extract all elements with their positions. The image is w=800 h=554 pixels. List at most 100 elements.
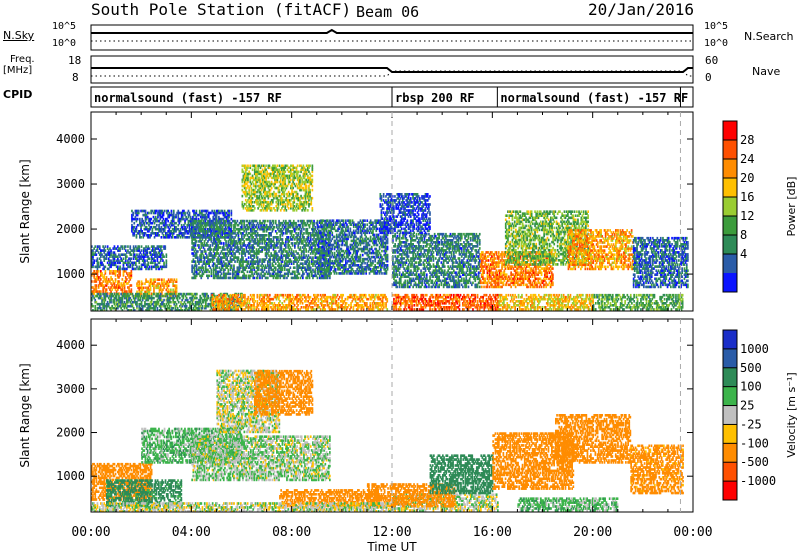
heatmap-cell bbox=[331, 297, 333, 301]
heatmap-cell bbox=[678, 295, 681, 299]
heatmap-cell bbox=[193, 264, 196, 267]
heatmap-cell bbox=[404, 295, 407, 299]
heatmap-cell bbox=[601, 300, 604, 303]
heatmap-cell bbox=[500, 300, 503, 303]
heatmap-cell bbox=[533, 308, 536, 311]
heatmap-cell bbox=[210, 248, 213, 251]
heatmap-cell bbox=[91, 274, 93, 277]
heatmap-cell bbox=[424, 306, 427, 309]
heatmap-cell bbox=[304, 306, 306, 309]
heatmap-cell bbox=[138, 245, 141, 248]
heatmap-cell bbox=[157, 227, 159, 231]
heatmap-cell bbox=[359, 295, 361, 299]
heatmap-cell bbox=[191, 292, 194, 296]
heatmap-cell bbox=[256, 295, 259, 299]
heatmap-cell bbox=[149, 236, 151, 239]
heatmap-cell bbox=[110, 300, 112, 304]
heatmap-cell bbox=[497, 293, 499, 297]
heatmap-cell bbox=[354, 293, 357, 297]
heatmap-cell bbox=[473, 304, 475, 307]
heatmap-cell bbox=[103, 286, 106, 289]
heatmap-cell bbox=[152, 284, 154, 287]
heatmap-cell bbox=[94, 290, 97, 293]
heatmap-cell bbox=[532, 306, 534, 309]
heatmap-cell bbox=[497, 308, 499, 311]
heatmap-cell bbox=[133, 225, 136, 229]
heatmap-cell bbox=[92, 292, 94, 295]
heatmap-cell bbox=[252, 304, 254, 307]
heatmap-cell bbox=[588, 293, 591, 297]
heatmap-cell bbox=[221, 230, 224, 233]
heatmap-cell bbox=[219, 297, 221, 301]
heatmap-cell bbox=[195, 256, 198, 259]
heatmap-cell bbox=[140, 263, 143, 267]
heatmap-cell bbox=[204, 219, 207, 223]
heatmap-cell bbox=[117, 302, 119, 306]
heatmap-cell bbox=[322, 300, 324, 303]
heatmap-cell bbox=[483, 304, 486, 307]
heatmap-cell bbox=[192, 298, 195, 302]
heatmap-cell bbox=[137, 267, 139, 271]
heatmap-cell bbox=[107, 296, 110, 300]
heatmap-cell bbox=[199, 260, 201, 263]
heatmap-cell bbox=[276, 308, 279, 311]
heatmap-cell bbox=[212, 295, 215, 299]
heatmap-cell bbox=[227, 215, 229, 219]
heatmap-cell bbox=[179, 219, 182, 223]
heatmap-cell bbox=[531, 304, 533, 307]
heatmap-cell bbox=[96, 265, 99, 269]
heatmap-cell bbox=[610, 297, 613, 301]
heatmap-cell bbox=[173, 292, 176, 296]
heatmap-cell bbox=[549, 293, 551, 297]
heatmap-cell bbox=[207, 302, 209, 306]
heatmap-cell bbox=[118, 270, 120, 273]
heatmap-cell bbox=[279, 300, 281, 303]
heatmap-cell bbox=[262, 295, 264, 299]
heatmap-cell bbox=[161, 209, 164, 213]
heatmap-cell bbox=[128, 274, 130, 277]
heatmap-cell bbox=[222, 213, 225, 217]
heatmap-cell bbox=[551, 300, 554, 303]
heatmap-cell bbox=[448, 293, 451, 297]
heatmap-cell bbox=[202, 272, 205, 276]
heatmap-cell bbox=[399, 297, 402, 301]
heatmap-cell bbox=[465, 295, 468, 299]
heatmap-cell bbox=[527, 297, 530, 301]
heatmap-cell bbox=[263, 293, 265, 297]
heatmap-cell bbox=[662, 293, 665, 297]
heatmap-cell bbox=[237, 308, 240, 311]
heatmap-cell bbox=[593, 293, 596, 297]
heatmap-cell bbox=[326, 295, 329, 299]
heatmap-cell bbox=[215, 248, 217, 251]
heatmap-cell bbox=[327, 306, 330, 309]
heatmap-cell bbox=[448, 302, 451, 305]
heatmap-cell bbox=[140, 302, 143, 306]
heatmap-cell bbox=[140, 294, 143, 298]
heatmap-cell bbox=[230, 306, 233, 309]
heatmap-cell bbox=[194, 270, 197, 274]
heatmap-cell bbox=[229, 295, 232, 299]
heatmap-cell bbox=[492, 306, 495, 309]
heatmap-cell bbox=[623, 293, 625, 297]
heatmap-cell bbox=[672, 293, 675, 297]
heatmap-cell bbox=[250, 308, 253, 311]
heatmap-cell bbox=[525, 297, 528, 301]
heatmap-cell bbox=[200, 227, 203, 231]
heatmap-cell bbox=[222, 242, 225, 245]
heatmap-cell bbox=[138, 304, 141, 308]
heatmap-cell bbox=[208, 274, 210, 278]
heatmap-cell bbox=[179, 296, 181, 300]
heatmap-cell bbox=[573, 295, 575, 299]
heatmap-cell bbox=[600, 297, 603, 301]
heatmap-cell bbox=[243, 240, 245, 243]
heatmap-cell bbox=[247, 260, 250, 263]
heatmap-cell bbox=[316, 293, 319, 297]
heatmap-cell bbox=[464, 302, 466, 305]
heatmap-cell bbox=[103, 255, 106, 258]
heatmap-cell bbox=[186, 298, 189, 302]
heatmap-cell bbox=[598, 297, 600, 301]
heatmap-cell bbox=[576, 297, 579, 301]
heatmap-cell bbox=[203, 270, 206, 274]
heatmap-cell bbox=[101, 261, 103, 265]
heatmap-cell bbox=[657, 302, 659, 305]
